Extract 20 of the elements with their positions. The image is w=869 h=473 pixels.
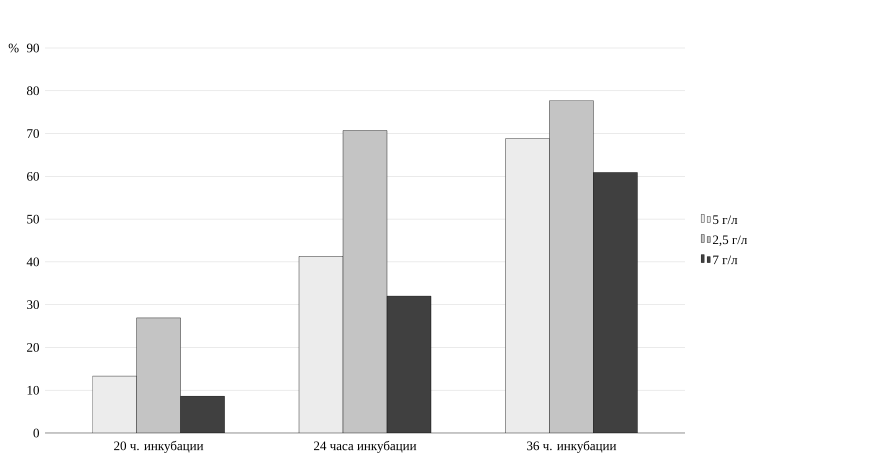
y-tick-label: 30 xyxy=(27,300,39,310)
y-tick-label: 50 xyxy=(27,214,39,224)
x-tick-label: 36 ч. инкубации xyxy=(527,440,616,453)
y-tick-label: 0 xyxy=(33,428,39,438)
bar xyxy=(92,376,137,433)
y-tick-label: 60 xyxy=(27,172,39,181)
y-axis-title: % xyxy=(8,44,19,52)
y-tick-label: 20 xyxy=(27,343,39,352)
legend-label: 7 г/л xyxy=(713,256,738,264)
y-tick-label: 90 xyxy=(26,44,39,52)
x-tick-label: 20 ч. инкубации xyxy=(114,440,204,453)
legend-label: 2,5 г/л xyxy=(712,235,748,246)
y-tick-label: 70 xyxy=(27,129,39,138)
y-tick-label: 80 xyxy=(26,86,39,96)
legend-label: 5 г/л xyxy=(713,215,738,224)
y-tick-label: 10 xyxy=(28,386,39,395)
y-tick-label: 40 xyxy=(26,258,39,266)
bar xyxy=(505,138,550,433)
bar xyxy=(299,256,344,433)
x-tick-label: 24 часа инкубации xyxy=(314,440,416,453)
